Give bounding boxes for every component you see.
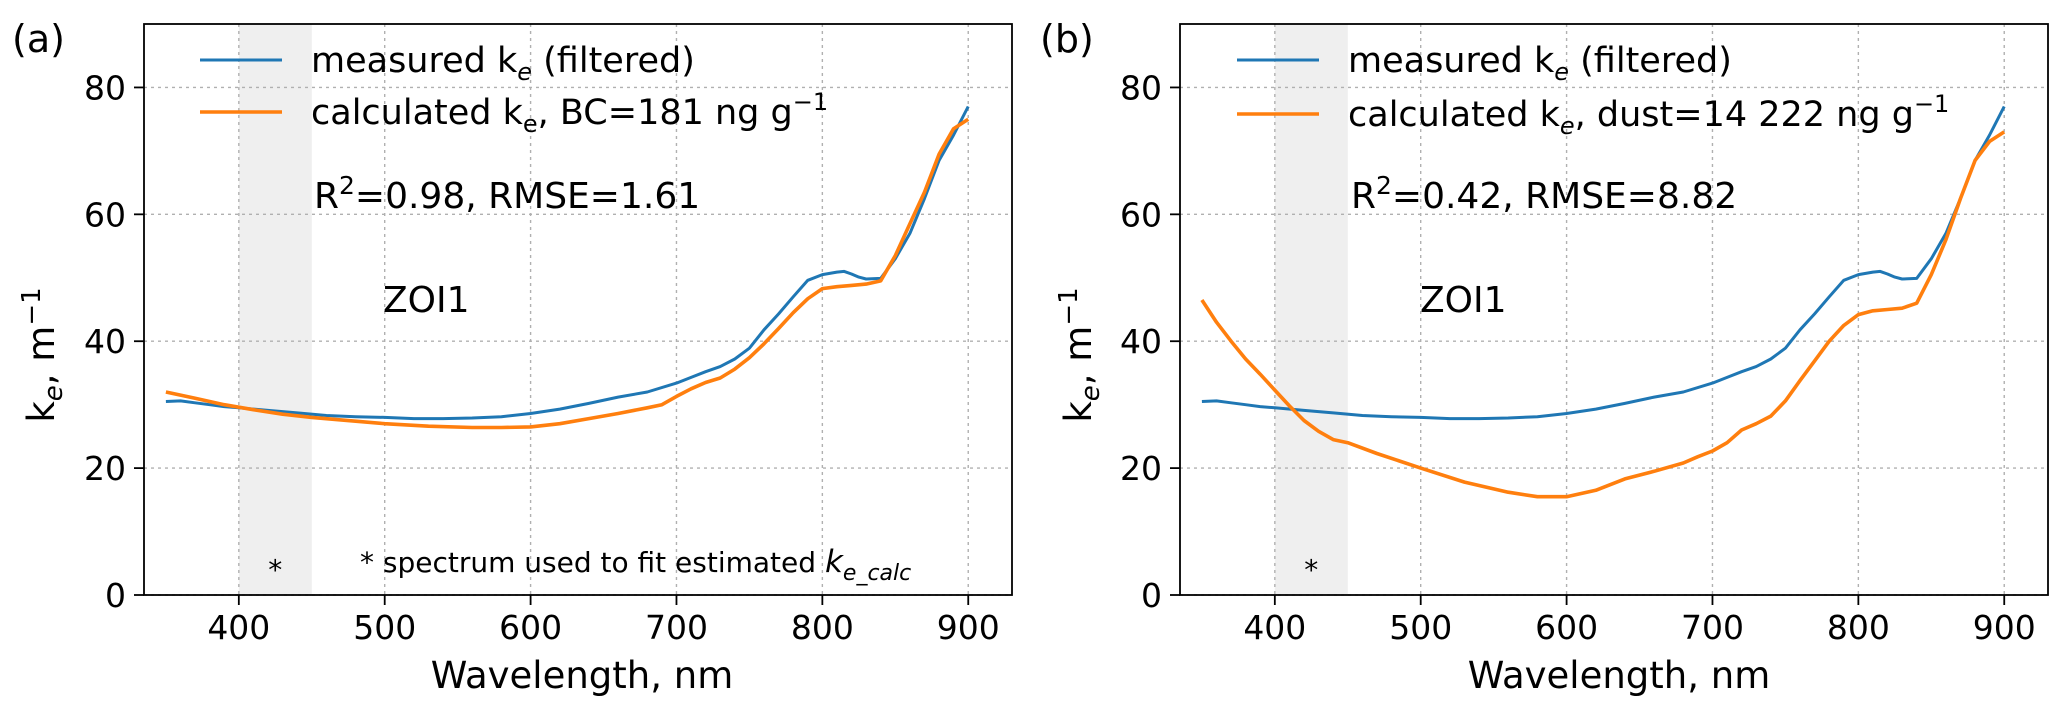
panel-b-y-tick-label-40: 40 (1120, 322, 1162, 361)
panel-b-legend-measured-label: measured ke (filtered) (1348, 41, 1732, 86)
panel-b-y-axis-label: ke, m−1 (1054, 287, 1106, 422)
panel-a-footnote: * spectrum used to fit estimated ke_calc (360, 544, 911, 586)
panel-a-legend: measured ke (filtered) calculated ke, BC… (200, 41, 828, 138)
panel-a: (a) 400 500 600 700 800 900 0 20 40 60 80 Wavelen… (12, 17, 1013, 697)
panel-b-legend: measured ke (filtered) calculated ke, du… (1237, 41, 1949, 140)
panel-a-y-axis-label: ke, m−1 (17, 287, 69, 422)
panel-a-band-marker: * (268, 554, 282, 587)
panel-a-x-tick-label-800: 800 (791, 608, 854, 647)
panel-a-shaded-band (238, 24, 312, 595)
panel-b-y-tick-label-0: 0 (1141, 576, 1162, 615)
panel-a-calculated-line (165, 117, 970, 430)
panel-a-y-tick-label-80: 80 (84, 68, 126, 107)
panel-b-letter: (b) (1040, 17, 1094, 61)
panel-b-series-lines (1200, 105, 2006, 499)
panel-a-axes-frame (143, 23, 1013, 596)
panel-b-x-ticks: 400 500 600 700 800 900 (1243, 595, 2036, 647)
panel-a-y-ticks: 0 20 40 60 80 (84, 68, 144, 615)
panel-b-measured-line (1201, 105, 2006, 421)
panel-b-legend-calculated-label: calculated ke, dust=14 222 ng g−1 (1348, 90, 1949, 140)
panel-a-fit-stats: R2=0.98, RMSE=1.61 (314, 171, 700, 217)
panel-b-x-axis-label: Wavelength, nm (1468, 654, 1771, 697)
panel-a-x-tick-label-500: 500 (353, 608, 416, 647)
panel-a-x-tick-label-400: 400 (207, 608, 270, 647)
panel-b-calculated-line (1200, 130, 2006, 499)
panel-b-x-tick-label-400: 400 (1243, 608, 1306, 647)
panel-b-y-ticks: 0 20 40 60 80 (1120, 68, 1180, 615)
panel-b-x-tick-label-800: 800 (1827, 608, 1890, 647)
panel-a-x-tick-label-700: 700 (645, 608, 708, 647)
panel-b-x-tick-label-500: 500 (1389, 608, 1452, 647)
panel-a-x-tick-label-900: 900 (937, 608, 1000, 647)
panel-a-series-lines (165, 105, 970, 430)
panel-a-zone-label: ZOI1 (383, 280, 470, 321)
panel-b-zone-label: ZOI1 (1420, 280, 1507, 321)
panel-b-axes-frame (1179, 23, 2049, 596)
panel-b-x-tick-label-900: 900 (1973, 608, 2036, 647)
panel-b: (b) 400 500 600 700 800 900 0 20 40 60 80 Wavelen… (1040, 17, 2049, 697)
panel-a-y-tick-label-0: 0 (105, 576, 126, 615)
panel-b-y-tick-label-80: 80 (1120, 68, 1162, 107)
panel-a-x-ticks: 400 500 600 700 800 900 (207, 595, 1000, 647)
panel-a-y-tick-label-60: 60 (84, 195, 126, 234)
panel-b-x-tick-label-600: 600 (1535, 608, 1598, 647)
panel-a-y-tick-label-40: 40 (84, 322, 126, 361)
panel-a-x-axis-label: Wavelength, nm (431, 654, 734, 697)
panel-a-y-tick-label-20: 20 (84, 449, 126, 488)
panel-b-shaded-band (1274, 24, 1348, 595)
panel-b-y-tick-label-20: 20 (1120, 449, 1162, 488)
panel-b-fit-stats: R2=0.42, RMSE=8.82 (1351, 171, 1737, 217)
panel-b-y-tick-label-60: 60 (1120, 195, 1162, 234)
panel-a-legend-measured-label: measured ke (filtered) (311, 41, 695, 86)
panel-a-legend-calculated-label: calculated ke, BC=181 ng g−1 (311, 88, 828, 138)
panel-a-x-tick-label-600: 600 (499, 608, 562, 647)
panel-a-measured-line (165, 105, 970, 421)
panel-a-letter: (a) (12, 17, 65, 61)
panel-b-band-marker: * (1304, 554, 1318, 587)
panel-b-x-tick-label-700: 700 (1681, 608, 1744, 647)
